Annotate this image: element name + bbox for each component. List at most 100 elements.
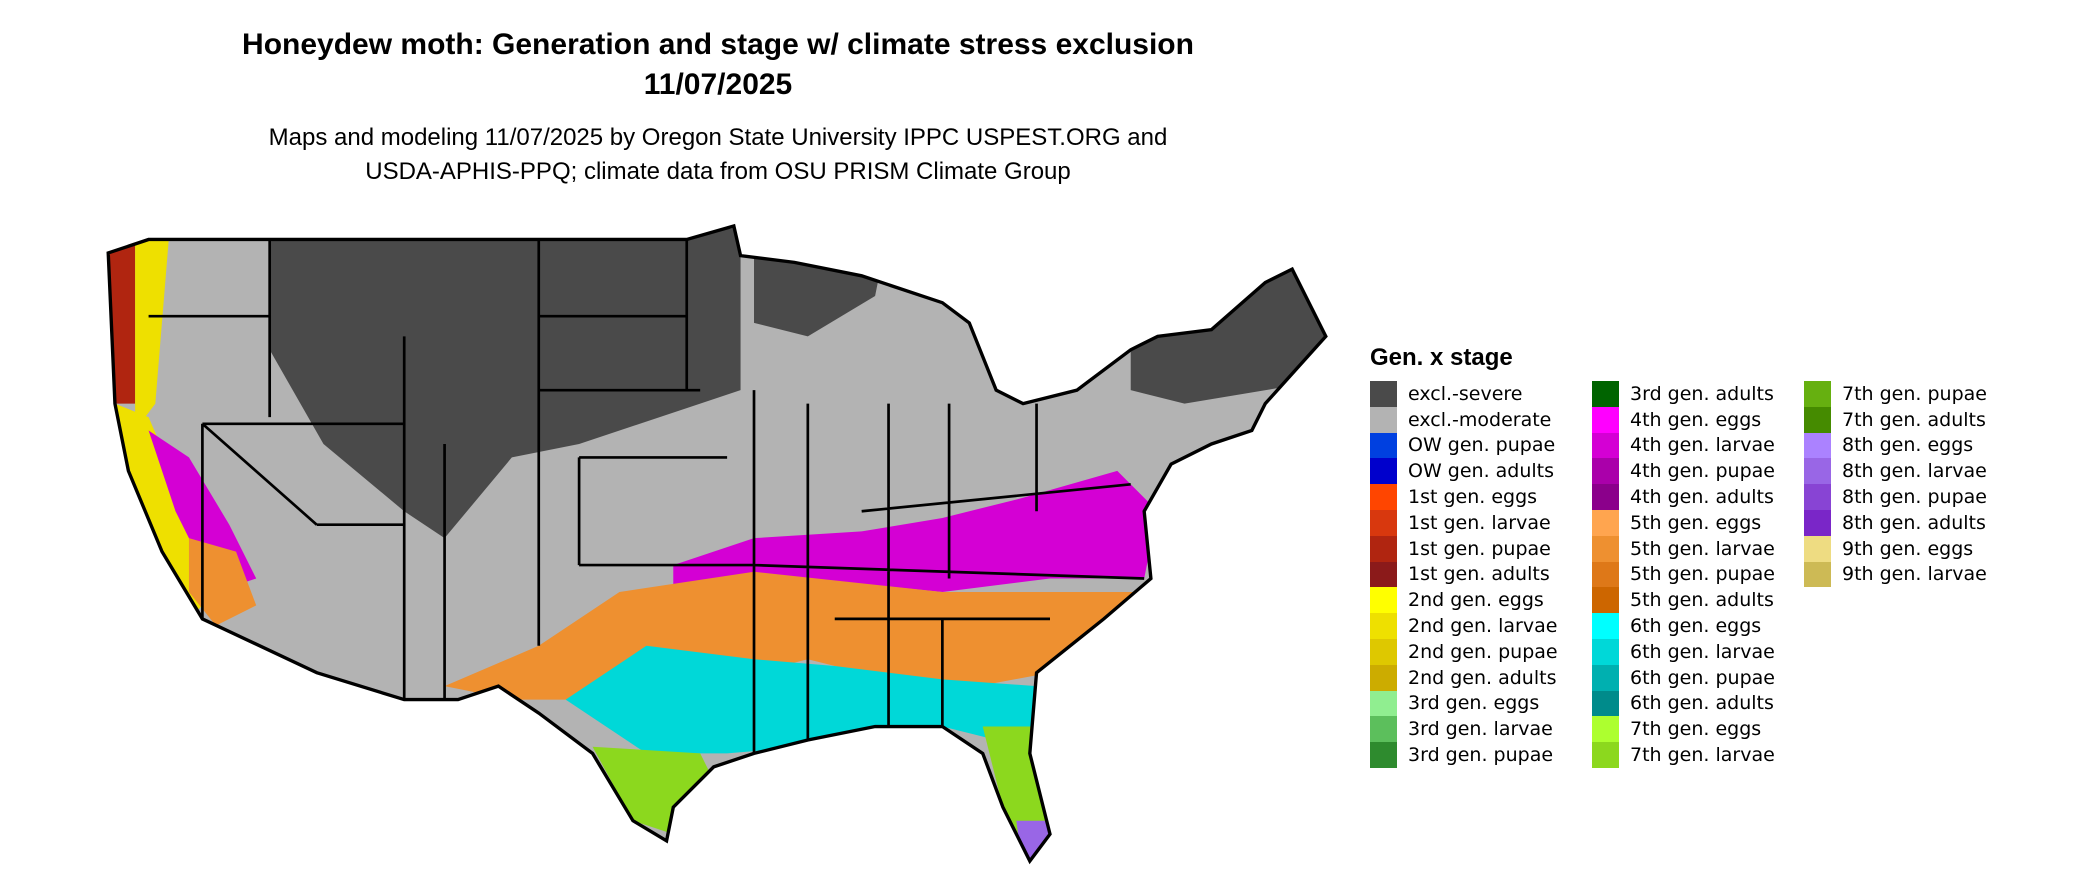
legend-swatch	[1592, 509, 1619, 536]
legend-item: 3rd gen. adults	[1592, 381, 1775, 407]
legend-label: 2nd gen. pupae	[1408, 640, 1558, 663]
legend-swatch	[1592, 535, 1619, 562]
legend-swatch	[1804, 432, 1831, 459]
legend-item: 6th gen. adults	[1592, 690, 1775, 717]
region-excl-severe-north	[269, 228, 741, 539]
legend-swatch	[1592, 664, 1619, 691]
legend-item: 1st gen. adults	[1370, 561, 1558, 588]
legend-swatch	[1592, 432, 1619, 459]
legend-title: Gen. x stage	[1370, 344, 1513, 371]
subtitle-line-2: USDA-APHIS-PPQ; climate data from OSU PR…	[365, 158, 1071, 185]
legend-swatch	[1370, 638, 1397, 665]
state-borders	[148, 239, 1145, 754]
legend-label: 8th gen. larvae	[1842, 460, 1987, 483]
legend-label: 2nd gen. larvae	[1408, 615, 1558, 638]
legend-label: 1st gen. eggs	[1408, 486, 1538, 509]
legend-swatch	[1804, 484, 1831, 510]
legend-label: 3rd gen. eggs	[1408, 692, 1540, 715]
legend-item: OW gen. adults	[1370, 458, 1558, 485]
legend-swatch	[1804, 458, 1831, 485]
legend-swatch	[1592, 742, 1619, 768]
legend-item: 5th gen. eggs	[1592, 509, 1775, 536]
legend-swatch	[1804, 509, 1831, 536]
legend-swatch	[1370, 406, 1397, 433]
legend-label: 2nd gen. eggs	[1408, 589, 1544, 612]
legend-label: 7th gen. larvae	[1630, 744, 1775, 767]
legend-label: 6th gen. larvae	[1630, 640, 1775, 663]
legend-label: 6th gen. adults	[1630, 692, 1774, 715]
region-2nd-gen-coast	[135, 239, 169, 431]
legend-label: 1st gen. pupae	[1408, 537, 1551, 560]
legend-label: 6th gen. eggs	[1630, 615, 1762, 638]
legend-swatch	[1804, 406, 1831, 433]
legend-label: 5th gen. adults	[1630, 589, 1774, 612]
legend-swatch	[1370, 664, 1397, 691]
legend-item: 7th gen. larvae	[1592, 742, 1775, 768]
legend-item: 9th gen. larvae	[1804, 561, 1987, 588]
legend-item: 3rd gen. eggs	[1370, 690, 1558, 717]
legend-label: 4th gen. adults	[1630, 486, 1774, 509]
legend-column-3: 7th gen. pupae 7th gen. adults 8th gen. eg…	[1804, 381, 1987, 588]
region-5th-gen-california	[188, 538, 257, 626]
legend-swatch	[1370, 742, 1397, 768]
legend-label: 3rd gen. adults	[1630, 382, 1774, 405]
legend-label: 9th gen. eggs	[1842, 537, 1974, 560]
map-title: Honeydew moth: Generation and stage w/ c…	[242, 28, 1194, 61]
legend-item: 5th gen. larvae	[1592, 535, 1775, 562]
legend-label: 7th gen. pupae	[1842, 382, 1987, 405]
legend-label: OW gen. adults	[1408, 460, 1555, 483]
legend-label: 4th gen. larvae	[1630, 434, 1775, 457]
legend-label: 8th gen. adults	[1842, 511, 1986, 534]
legend-label: 1st gen. larvae	[1408, 511, 1551, 534]
legend-swatch	[1592, 561, 1619, 588]
legend-item: 7th gen. adults	[1804, 406, 1987, 433]
legend-swatch	[1592, 406, 1619, 433]
subtitle-line-1: Maps and modeling 11/07/2025 by Oregon S…	[268, 124, 1168, 151]
legend-swatch	[1592, 458, 1619, 485]
legend-item: 6th gen. eggs	[1592, 613, 1775, 639]
legend-label: 4th gen. eggs	[1630, 408, 1762, 431]
legend-item: 3rd gen. larvae	[1370, 716, 1558, 743]
legend-item: 2nd gen. larvae	[1370, 613, 1558, 639]
legend-swatch	[1370, 381, 1397, 407]
legend-item: 4th gen. larvae	[1592, 432, 1775, 459]
legend-swatch	[1370, 587, 1397, 614]
legend-label: excl.-severe	[1408, 382, 1523, 405]
legend-item: 4th gen. pupae	[1592, 458, 1775, 485]
legend-label: 1st gen. adults	[1408, 563, 1550, 586]
legend-label: 2nd gen. adults	[1408, 666, 1557, 689]
legend-item: 6th gen. pupae	[1592, 664, 1775, 691]
legend-label: 7th gen. adults	[1842, 408, 1986, 431]
legend-item: 4th gen. eggs	[1592, 406, 1775, 433]
legend-swatch	[1370, 716, 1397, 743]
legend-swatch	[1592, 587, 1619, 614]
region-7th-gen-texas	[592, 746, 714, 835]
legend-label: 5th gen. pupae	[1630, 563, 1775, 586]
legend-item: 8th gen. larvae	[1804, 458, 1987, 485]
legend-swatch	[1370, 484, 1397, 510]
legend-item: 5th gen. adults	[1592, 587, 1775, 614]
region-excl-severe-northeast	[1130, 242, 1326, 404]
legend-item: 5th gen. pupae	[1592, 561, 1775, 588]
legend-label: 3rd gen. larvae	[1408, 718, 1553, 741]
legend-swatch	[1804, 535, 1831, 562]
legend-label: 5th gen. larvae	[1630, 537, 1775, 560]
legend-item: 2nd gen. eggs	[1370, 587, 1558, 614]
legend-swatch	[1804, 381, 1831, 407]
legend-label: 8th gen. eggs	[1842, 434, 1974, 457]
legend-column-2: 3rd gen. adults 4th gen. eggs 4th gen. lar…	[1592, 381, 1775, 768]
legend-column-1: excl.-severe excl.-moderate OW gen. pupae O…	[1370, 381, 1558, 768]
map-date: 11/07/2025	[643, 68, 793, 101]
legend-swatch	[1370, 613, 1397, 639]
legend-swatch	[1804, 561, 1831, 588]
legend-item: 8th gen. adults	[1804, 509, 1987, 536]
legend-item: 7th gen. eggs	[1592, 716, 1775, 743]
legend-swatch	[1592, 484, 1619, 510]
legend-label: 9th gen. larvae	[1842, 563, 1987, 586]
region-1st-gen-coast	[108, 242, 136, 404]
legend-item: 8th gen. pupae	[1804, 484, 1987, 510]
legend-item: 1st gen. larvae	[1370, 509, 1558, 536]
legend-item: 1st gen. pupae	[1370, 535, 1558, 562]
